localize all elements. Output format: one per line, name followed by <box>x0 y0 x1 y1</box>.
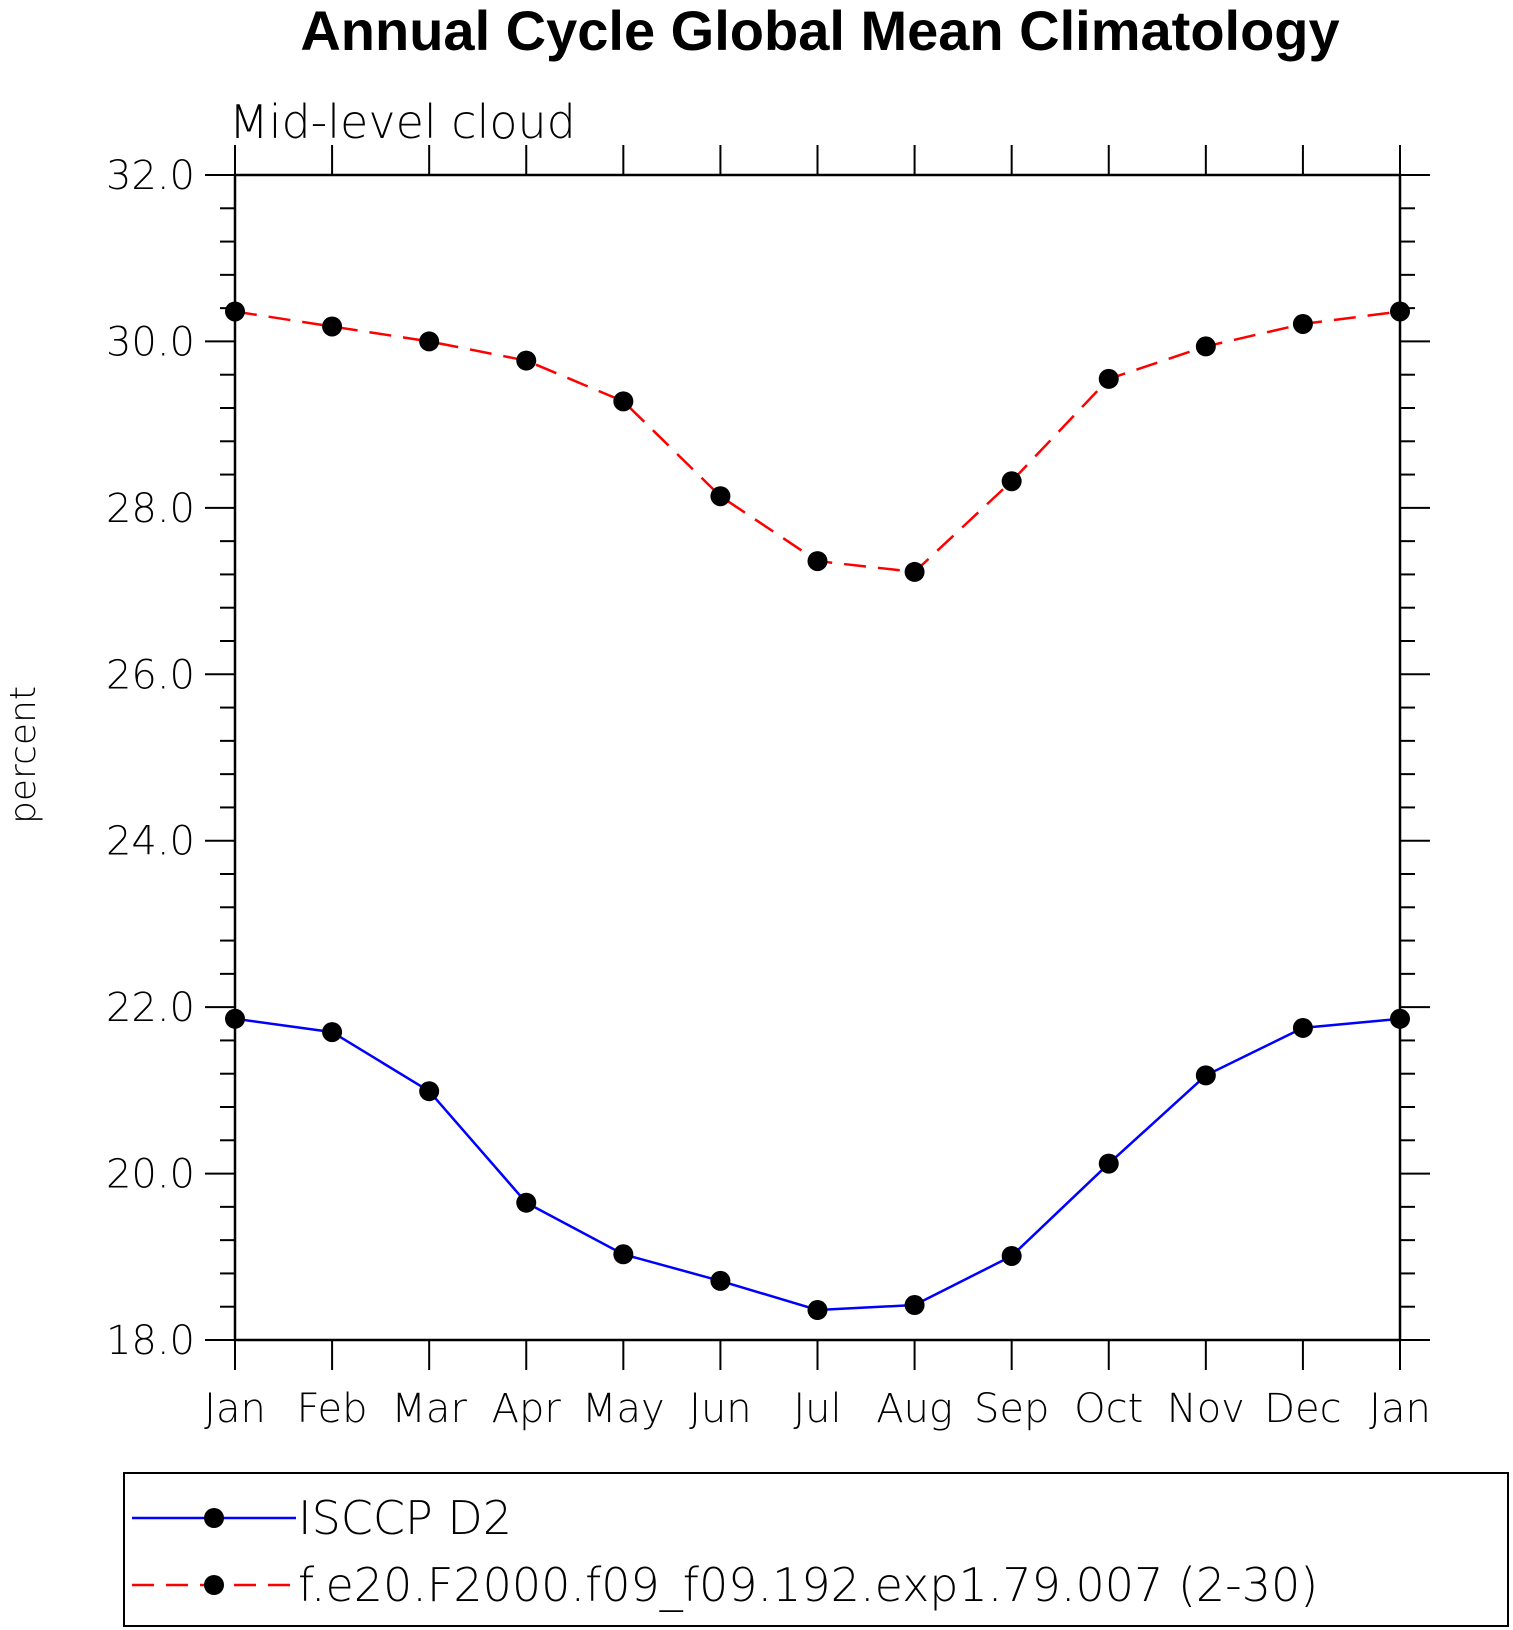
chart-title: Annual Cycle Global Mean Climatology <box>300 0 1339 62</box>
data-point-series-1 <box>613 391 634 412</box>
data-point-series-1 <box>904 561 925 582</box>
data-point-series-1 <box>1390 301 1410 322</box>
plot-area <box>233 173 1402 1342</box>
legend-marker-model <box>204 1575 224 1595</box>
data-point-series-1 <box>322 316 343 337</box>
plot-frame <box>233 173 1402 1342</box>
data-point-series-0 <box>1292 1017 1313 1038</box>
x-tick-label: Jan <box>1369 1386 1431 1432</box>
y-tick-label: 24.0 <box>106 819 195 865</box>
x-tick-label: Jan <box>204 1386 266 1432</box>
x-tick-label: Nov <box>1167 1386 1245 1432</box>
x-tick-label: Jul <box>793 1386 841 1432</box>
data-point-series-1 <box>516 350 537 371</box>
y-tick-label: 22.0 <box>106 985 195 1031</box>
series-line-0 <box>234 1017 1401 1312</box>
y-axis-label: percent <box>3 686 44 824</box>
legend-label-model: f.e20.F2000.f09_f09.192.exp1.79.007 (2-3… <box>298 1558 1318 1612</box>
y-tick-label: 32.0 <box>106 153 195 199</box>
data-point-series-0 <box>419 1081 440 1102</box>
legend-marker-isccp <box>204 1508 224 1528</box>
x-tick-label: May <box>582 1386 665 1432</box>
data-point-series-1 <box>807 551 828 572</box>
data-point-series-0 <box>613 1244 634 1265</box>
data-point-series-0 <box>1001 1245 1022 1266</box>
legend-box <box>123 1472 1509 1627</box>
y-axis: 18.0 20.0 22.0 24.0 26.0 28.0 30.0 32.0 <box>106 153 1430 1364</box>
y-tick-label: 30.0 <box>106 319 195 365</box>
data-point-series-1 <box>1292 313 1313 334</box>
data-point-series-0 <box>1390 1008 1410 1029</box>
data-point-series-1 <box>1098 368 1119 389</box>
x-axis: Jan Feb Mar Apr May Jun Jul Aug Sep Oct Nov Dec Jan <box>204 145 1431 1432</box>
legend: ISCCP D2 f.e20.F2000.f09_f09.192.exp1.79… <box>123 1472 1509 1627</box>
data-point-series-1 <box>1195 336 1216 357</box>
legend-label-isccp: ISCCP D2 <box>298 1491 512 1545</box>
y-tick-label: 20.0 <box>106 1152 195 1198</box>
data-point-series-1 <box>1001 471 1022 492</box>
x-tick-label: Apr <box>492 1386 562 1432</box>
data-point-series-0 <box>516 1192 537 1213</box>
x-tick-label: Jun <box>689 1386 752 1432</box>
chart-subtitle: Mid-level cloud <box>229 95 576 149</box>
x-tick-label: Sep <box>974 1386 1049 1432</box>
series-layer <box>225 301 1410 1321</box>
x-tick-label: Feb <box>297 1386 368 1432</box>
data-point-series-0 <box>322 1022 343 1043</box>
data-point-series-0 <box>225 1008 245 1029</box>
data-point-series-1 <box>419 331 440 352</box>
x-tick-label: Dec <box>1264 1386 1341 1432</box>
y-tick-label: 28.0 <box>106 486 195 532</box>
data-point-series-1 <box>710 486 731 507</box>
series-line-1 <box>234 310 1401 574</box>
x-tick-label: Aug <box>876 1386 953 1432</box>
data-point-series-0 <box>1195 1065 1216 1086</box>
data-point-series-0 <box>807 1300 828 1321</box>
x-tick-label: Oct <box>1074 1386 1143 1432</box>
data-point-series-0 <box>904 1295 925 1316</box>
data-point-series-1 <box>225 301 245 322</box>
data-point-series-0 <box>710 1270 731 1291</box>
data-point-series-0 <box>1098 1153 1119 1174</box>
x-tick-label: Mar <box>391 1386 467 1432</box>
y-tick-label: 26.0 <box>106 652 195 698</box>
y-tick-label: 18.0 <box>106 1318 195 1364</box>
